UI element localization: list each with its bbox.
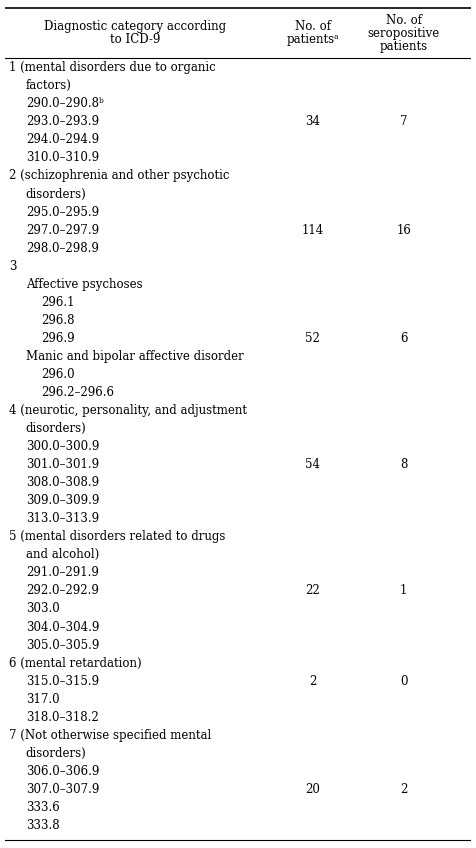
Text: 1: 1: [400, 584, 407, 598]
Text: 20: 20: [305, 783, 320, 796]
Text: 22: 22: [305, 584, 320, 598]
Text: Manic and bipolar affective disorder: Manic and bipolar affective disorder: [26, 350, 244, 363]
Text: 52: 52: [305, 332, 320, 345]
Text: 296.2–296.6: 296.2–296.6: [41, 386, 114, 399]
Text: 333.8: 333.8: [26, 819, 60, 832]
Text: 8: 8: [400, 458, 407, 471]
Text: 301.0–301.9: 301.0–301.9: [26, 458, 99, 471]
Text: 318.0–318.2: 318.0–318.2: [26, 711, 99, 723]
Text: 309.0–309.9: 309.0–309.9: [26, 494, 99, 507]
Text: seropositive: seropositive: [367, 26, 440, 40]
Text: 317.0: 317.0: [26, 693, 60, 706]
Text: to ICD-9: to ICD-9: [110, 33, 160, 46]
Text: 300.0–300.9: 300.0–300.9: [26, 440, 99, 453]
Text: 297.0–297.9: 297.0–297.9: [26, 224, 99, 237]
Text: 6: 6: [400, 332, 407, 345]
Text: patientsᵃ: patientsᵃ: [287, 33, 339, 46]
Text: disorders): disorders): [26, 422, 87, 435]
Text: 296.9: 296.9: [41, 332, 75, 345]
Text: 293.0–293.9: 293.0–293.9: [26, 115, 99, 128]
Text: 6 (mental retardation): 6 (mental retardation): [10, 656, 142, 670]
Text: factors): factors): [26, 79, 71, 92]
Text: 3: 3: [10, 259, 17, 273]
Text: 16: 16: [396, 224, 411, 237]
Text: 295.0–295.9: 295.0–295.9: [26, 205, 99, 219]
Text: 34: 34: [305, 115, 320, 128]
Text: 303.0: 303.0: [26, 602, 60, 616]
Text: 7: 7: [400, 115, 407, 128]
Text: patients: patients: [379, 40, 427, 53]
Text: 7 (Not otherwise specified mental: 7 (Not otherwise specified mental: [10, 728, 212, 742]
Text: 292.0–292.9: 292.0–292.9: [26, 584, 99, 598]
Text: 296.1: 296.1: [41, 296, 75, 309]
Text: 305.0–305.9: 305.0–305.9: [26, 639, 99, 651]
Text: No. of: No. of: [386, 14, 422, 26]
Text: 1 (mental disorders due to organic: 1 (mental disorders due to organic: [10, 61, 216, 75]
Text: disorders): disorders): [26, 747, 87, 760]
Text: 4 (neurotic, personality, and adjustment: 4 (neurotic, personality, and adjustment: [10, 404, 248, 417]
Text: 291.0–291.9: 291.0–291.9: [26, 566, 99, 579]
Text: No. of: No. of: [295, 20, 331, 33]
Text: 310.0–310.9: 310.0–310.9: [26, 152, 99, 165]
Text: 307.0–307.9: 307.0–307.9: [26, 783, 99, 796]
Text: Affective psychoses: Affective psychoses: [26, 278, 142, 291]
Text: 290.0–290.8ᵇ: 290.0–290.8ᵇ: [26, 98, 103, 110]
Text: 54: 54: [305, 458, 320, 471]
Text: 294.0–294.9: 294.0–294.9: [26, 133, 99, 147]
Text: 313.0–313.9: 313.0–313.9: [26, 512, 99, 525]
Text: 2: 2: [400, 783, 407, 796]
Text: 0: 0: [400, 675, 407, 688]
Text: 315.0–315.9: 315.0–315.9: [26, 675, 99, 688]
Text: and alcohol): and alcohol): [26, 549, 99, 561]
Text: 298.0–298.9: 298.0–298.9: [26, 242, 99, 254]
Text: Diagnostic category according: Diagnostic category according: [44, 20, 227, 33]
Text: 5 (mental disorders related to drugs: 5 (mental disorders related to drugs: [10, 530, 226, 544]
Text: 2 (schizophrenia and other psychotic: 2 (schizophrenia and other psychotic: [10, 170, 230, 182]
Text: 296.0: 296.0: [41, 368, 75, 381]
Text: 2: 2: [309, 675, 317, 688]
Text: 296.8: 296.8: [41, 314, 75, 326]
Text: 333.6: 333.6: [26, 801, 60, 814]
Text: disorders): disorders): [26, 187, 87, 200]
Text: 304.0–304.9: 304.0–304.9: [26, 621, 99, 633]
Text: 308.0–308.9: 308.0–308.9: [26, 477, 99, 489]
Text: 306.0–306.9: 306.0–306.9: [26, 765, 99, 778]
Text: 114: 114: [301, 224, 324, 237]
